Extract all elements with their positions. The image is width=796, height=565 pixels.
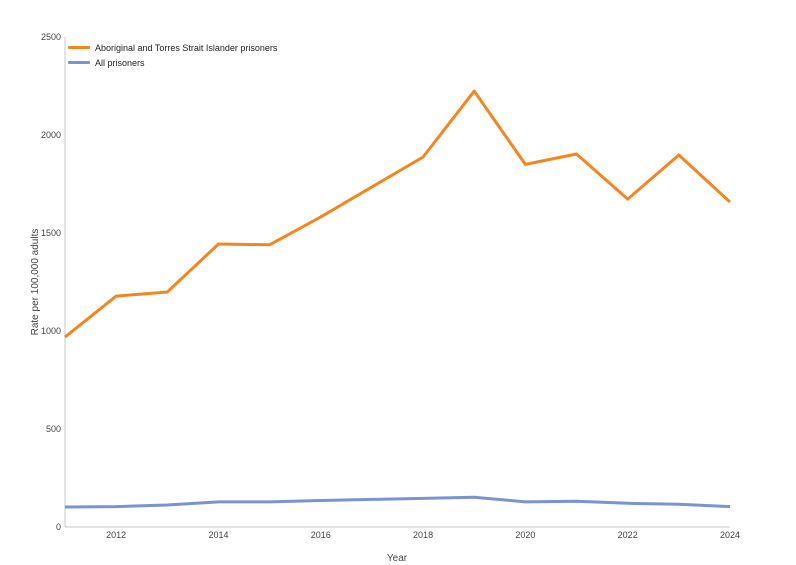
y-tick-label: 1500	[41, 228, 61, 238]
x-tick-label: 2024	[720, 530, 740, 540]
y-tick-label: 2000	[41, 130, 61, 140]
x-tick-label: 2022	[618, 530, 638, 540]
series-line-1[interactable]	[64, 495, 731, 509]
x-tick-label: 2018	[413, 530, 433, 540]
legend-item-aboriginal[interactable]: Aboriginal and Torres Strait Islander pr…	[68, 40, 277, 55]
x-tick-label: 2012	[106, 530, 126, 540]
legend-swatch-orange	[68, 46, 90, 49]
legend: Aboriginal and Torres Strait Islander pr…	[68, 40, 277, 70]
y-tick-label: 500	[46, 424, 61, 434]
x-tick-label: 2014	[208, 530, 228, 540]
x-tick-label: 2016	[311, 530, 331, 540]
x-tick-label: 2020	[515, 530, 535, 540]
series-lines	[64, 89, 732, 509]
legend-swatch-blue	[68, 61, 90, 64]
y-axis: 0 500 1000 1500 2000 2500	[41, 32, 66, 532]
y-axis-title: Rate per 100,000 adults	[30, 229, 41, 336]
series-line-0[interactable]	[64, 89, 732, 339]
legend-item-all[interactable]: All prisoners	[68, 55, 277, 70]
legend-label: All prisoners	[95, 57, 145, 68]
x-axis-title: Year	[387, 553, 408, 564]
y-tick-label: 1000	[41, 326, 61, 336]
y-tick-label: 2500	[41, 32, 61, 42]
legend-label: Aboriginal and Torres Strait Islander pr…	[95, 42, 278, 53]
x-axis: 2012 2014 2016 2018 2020 2022 2024	[65, 526, 740, 540]
y-tick-label: 0	[56, 522, 61, 532]
